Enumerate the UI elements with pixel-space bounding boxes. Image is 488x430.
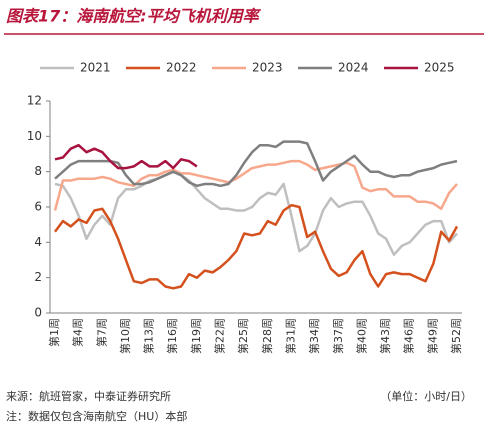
series-line (54, 143, 198, 170)
legend-label: 2022 (166, 61, 197, 75)
legend-label: 2021 (80, 61, 111, 75)
y-tick-label: 0 (34, 306, 42, 320)
legend-label: 2025 (424, 61, 455, 75)
chart-title: 图表17：海南航空:平均飞机利用率 (6, 7, 262, 26)
legend-label: 2024 (338, 61, 369, 75)
series-line (54, 140, 458, 188)
x-tick-label: 第52周 (449, 318, 463, 354)
note: 注：数据仅包含海南航空（HU）本部 (6, 409, 187, 423)
x-tick-label: 第16周 (165, 318, 179, 354)
x-tick-label: 第34周 (307, 318, 321, 354)
legend-label: 2023 (252, 61, 283, 75)
y-tick-label: 4 (34, 235, 42, 249)
unit: （单位：小时/日） (380, 389, 472, 403)
x-tick-label: 第22周 (213, 318, 227, 354)
y-tick-label: 12 (27, 94, 42, 108)
y-tick-label: 8 (34, 164, 42, 178)
x-tick-label: 第4周 (71, 318, 85, 347)
x-tick-label: 第46周 (402, 318, 416, 354)
series-line (54, 170, 458, 256)
x-tick-label: 第1周 (47, 318, 61, 347)
source: 来源：航班管家，中泰证券研究所 (6, 389, 171, 403)
y-tick-label: 6 (34, 200, 42, 214)
x-tick-label: 第10周 (118, 318, 132, 354)
x-tick-label: 第40周 (354, 318, 368, 354)
x-tick-label: 第31周 (283, 318, 297, 354)
x-tick-label: 第13周 (142, 318, 156, 354)
y-tick-label: 2 (34, 270, 42, 284)
y-tick-label: 10 (27, 129, 42, 143)
x-tick-label: 第37周 (331, 318, 345, 354)
x-tick-label: 第19周 (189, 318, 203, 354)
series-line (53, 159, 458, 211)
x-tick-label: 第25周 (236, 318, 250, 354)
x-tick-label: 第43周 (378, 318, 392, 354)
x-tick-label: 第7周 (94, 318, 108, 347)
x-tick-label: 第49周 (425, 318, 439, 354)
series-line (53, 203, 459, 290)
x-tick-label: 第28周 (260, 318, 274, 354)
